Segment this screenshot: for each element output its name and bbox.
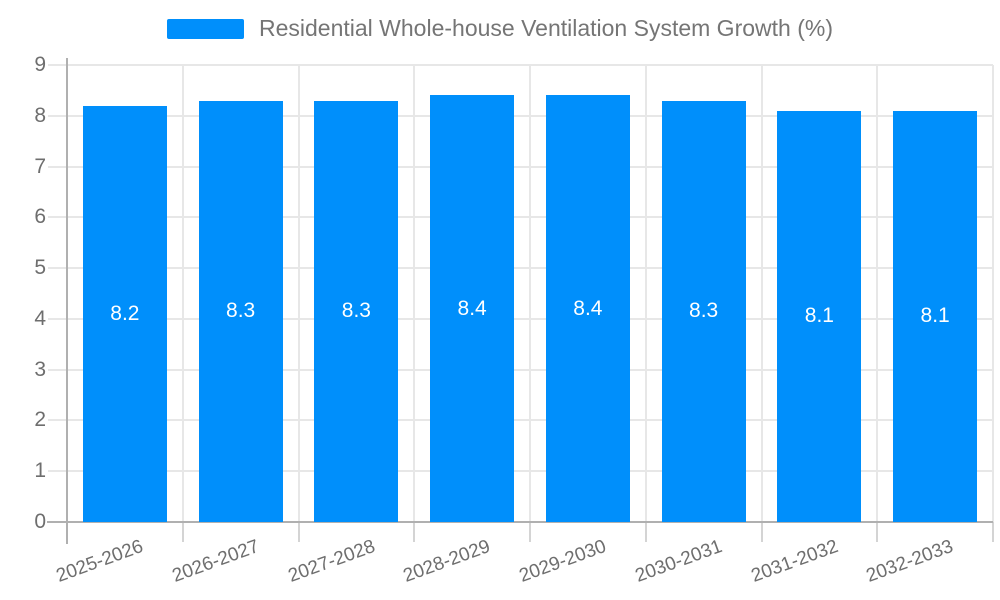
gridline [181, 65, 184, 522]
x-axis-tick [297, 522, 300, 542]
x-tick-label: 2031-2032 [747, 536, 841, 587]
bar[interactable] [777, 110, 862, 522]
bar-value-label: 8.1 [920, 304, 950, 328]
gridline [48, 470, 993, 473]
x-tick-label: 2026-2027 [169, 536, 262, 587]
bar-value-label: 8.4 [573, 296, 603, 320]
bar[interactable] [314, 100, 399, 522]
y-tick-label: 4 [34, 306, 46, 330]
y-tick-label: 3 [34, 357, 46, 381]
x-tick-label: 2028-2029 [400, 536, 494, 587]
bar-value-label: 8.3 [226, 299, 256, 323]
x-axis-line [47, 521, 993, 523]
x-axis-tick [529, 522, 531, 542]
bar-value-label: 8.3 [689, 299, 719, 323]
x-tick-label: 2027-2028 [284, 536, 378, 587]
gridline [48, 64, 993, 66]
y-tick-label: 2 [34, 408, 46, 432]
x-tick-label: 2029-2030 [516, 536, 610, 587]
x-axis-tick [413, 522, 416, 542]
x-axis-tick [644, 522, 647, 542]
gridline [760, 65, 763, 522]
x-axis-tick [992, 522, 994, 542]
gridline [48, 317, 993, 320]
x-tick-label: 2030-2031 [632, 536, 725, 587]
gridline [48, 368, 993, 371]
y-tick-label: 9 [34, 53, 46, 76]
bar-value-label: 8.2 [110, 301, 140, 325]
bar[interactable] [82, 105, 167, 522]
y-axis-line [66, 58, 68, 544]
legend-label: Residential Whole-house Ventilation Syst… [259, 15, 833, 41]
bar[interactable] [661, 100, 746, 522]
x-tick-label: 2032-2033 [863, 536, 957, 587]
x-axis-tick [181, 522, 184, 542]
x-axis-tick [876, 522, 879, 542]
bar[interactable] [430, 95, 515, 522]
gridline [876, 65, 879, 522]
bar-value-label: 8.4 [457, 296, 487, 320]
gridline [48, 114, 993, 117]
gridline [48, 419, 993, 422]
gridline [644, 65, 647, 522]
bar-value-label: 8.3 [341, 299, 371, 323]
gridline [529, 65, 531, 522]
y-tick-label: 6 [34, 205, 46, 229]
y-tick-label: 8 [34, 103, 46, 127]
y-tick-label: 0 [34, 510, 46, 533]
gridline [48, 267, 993, 270]
bar[interactable] [198, 100, 283, 522]
gridline [413, 65, 416, 522]
bar-value-label: 8.1 [804, 304, 834, 328]
y-tick-label: 5 [34, 256, 46, 280]
bar[interactable] [545, 95, 630, 522]
y-tick-label: 1 [34, 459, 46, 483]
x-axis-tick [760, 522, 763, 542]
legend[interactable]: Residential Whole-house Ventilation Syst… [0, 15, 1000, 42]
bar[interactable] [893, 110, 978, 522]
gridline [297, 65, 300, 522]
gridline [48, 216, 993, 219]
y-tick-label: 7 [34, 154, 46, 178]
gridline [992, 65, 994, 522]
gridline [48, 165, 993, 168]
legend-swatch [167, 18, 244, 39]
